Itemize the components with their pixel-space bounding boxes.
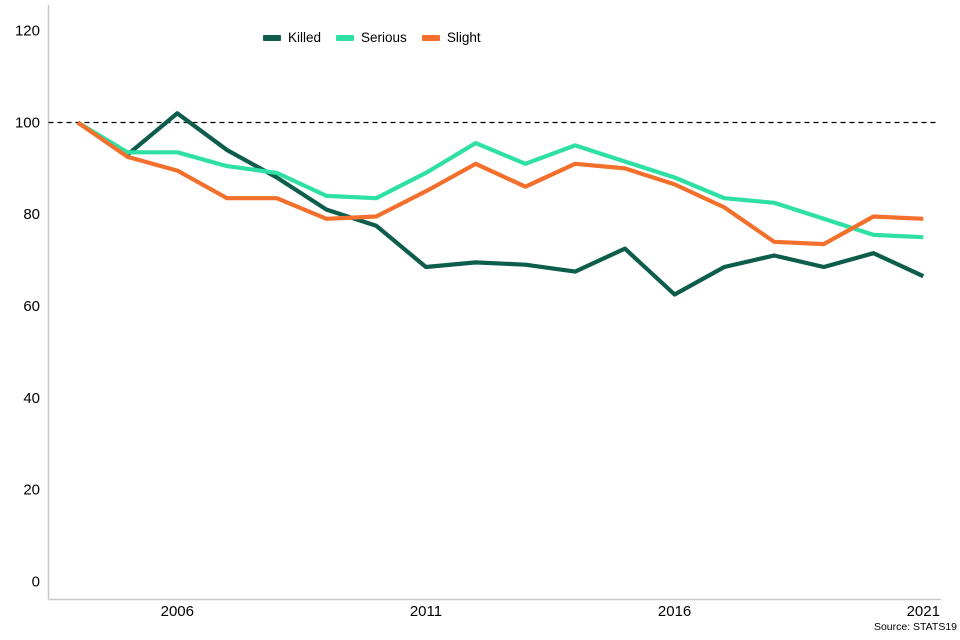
- x-tick-label: 2021: [907, 603, 940, 620]
- legend-item-serious: Serious: [336, 30, 407, 45]
- x-tick-label: 2016: [658, 603, 691, 620]
- killed-legend-swatch-icon: [263, 34, 281, 41]
- x-tick-label: 2006: [161, 603, 194, 620]
- slight-legend-swatch-icon: [421, 34, 440, 41]
- y-tick-label: 120: [15, 23, 40, 40]
- y-tick-label: 80: [23, 206, 40, 223]
- legend-label-slight: Slight: [446, 30, 481, 45]
- y-tick-label: 0: [32, 573, 40, 590]
- source-note: Source: STATS19: [873, 621, 957, 633]
- legend-item-killed: Killed: [263, 30, 321, 45]
- y-tick-label: 60: [23, 298, 40, 315]
- chart-legend: Killed Serious Slight: [263, 30, 481, 45]
- y-tick-label: 100: [15, 114, 40, 131]
- y-tick-label: 40: [23, 390, 40, 407]
- legend-item-slight: Slight: [421, 30, 481, 45]
- y-tick-label: 20: [23, 482, 40, 499]
- x-tick-label: 2011: [410, 603, 442, 620]
- series-line-killed: [76, 111, 925, 297]
- legend-label-killed: Killed: [288, 30, 322, 45]
- series-line-serious: [76, 120, 924, 240]
- serious-legend-swatch-icon: [336, 34, 355, 41]
- series-line-slight: [76, 120, 924, 247]
- legend-label-serious: Serious: [361, 30, 407, 45]
